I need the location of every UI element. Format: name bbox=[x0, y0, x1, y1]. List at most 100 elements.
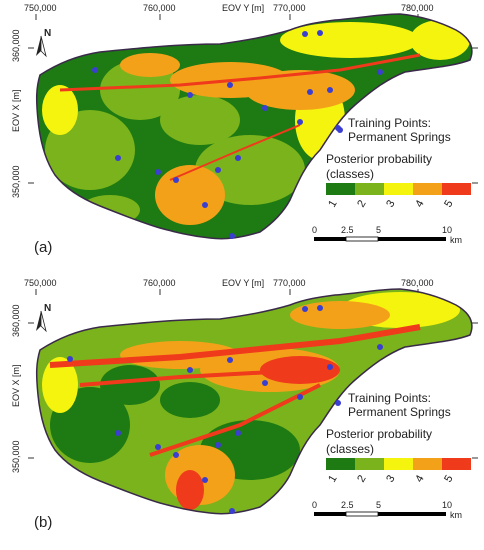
probability-map bbox=[35, 288, 473, 515]
spring-point bbox=[227, 82, 233, 88]
scale-segment bbox=[378, 237, 446, 241]
scale-segment bbox=[314, 237, 346, 241]
legend-class-label: 3 bbox=[384, 473, 397, 484]
legend-posterior-subtitle: (classes) bbox=[326, 442, 374, 456]
spring-point bbox=[377, 344, 383, 350]
x-tick-label: 770,000 bbox=[273, 278, 306, 288]
legend-swatch-class-2 bbox=[355, 458, 384, 470]
spring-point bbox=[377, 69, 383, 75]
y-tick-label: 360,000 bbox=[11, 29, 21, 62]
y-axis-left: 360,000 350,000 EOV X [m] bbox=[11, 304, 34, 473]
class-5-area bbox=[149, 383, 321, 457]
legend-training-points: Training Points: bbox=[348, 391, 431, 405]
spring-point bbox=[262, 105, 268, 111]
spring-point bbox=[317, 30, 323, 36]
y-axis-left: 360,000 350,000 EOV X [m] bbox=[11, 29, 34, 198]
class-3-area bbox=[42, 85, 78, 135]
spring-point bbox=[302, 306, 308, 312]
spring-point bbox=[173, 452, 179, 458]
spring-point bbox=[317, 305, 323, 311]
legend-swatches bbox=[326, 183, 471, 195]
spring-point bbox=[229, 508, 235, 514]
spring-point bbox=[187, 367, 193, 373]
legend-class-label: 1 bbox=[326, 473, 339, 484]
class-3-area bbox=[280, 22, 420, 58]
class-5-area bbox=[176, 470, 204, 510]
class-5-area bbox=[260, 356, 340, 384]
legend-class-label: 5 bbox=[442, 473, 455, 484]
class-3-area bbox=[42, 357, 78, 413]
class-4-area bbox=[290, 301, 390, 329]
scale-tick-label: 10 bbox=[442, 500, 452, 510]
scale-tick-label: 2.5 bbox=[341, 225, 354, 235]
class-5-area bbox=[79, 369, 291, 387]
scale-tick-label: 5 bbox=[376, 500, 381, 510]
spring-point bbox=[262, 380, 268, 386]
legend-class-labels: 1 2 3 4 5 bbox=[326, 473, 455, 484]
scale-tick-label: 5 bbox=[376, 225, 381, 235]
spring-point bbox=[155, 444, 161, 450]
spring-point bbox=[229, 233, 235, 239]
scale-tick-label: 0 bbox=[312, 500, 317, 510]
legend-class-label: 3 bbox=[384, 198, 397, 209]
north-arrow-icon: N bbox=[36, 28, 51, 58]
class-5-area bbox=[59, 53, 421, 92]
scale-unit: km bbox=[450, 235, 462, 245]
legend-spring-marker bbox=[335, 125, 341, 131]
x-tick-label: 770,000 bbox=[273, 3, 306, 13]
y-tick-label: 350,000 bbox=[11, 440, 21, 473]
scale-segment bbox=[314, 512, 346, 516]
study-area-boundary bbox=[35, 288, 473, 515]
class-4-area bbox=[155, 165, 225, 225]
x-tick-label: 780,000 bbox=[401, 3, 434, 13]
y-axis-title: EOV X [m] bbox=[11, 364, 21, 407]
spring-point bbox=[155, 169, 161, 175]
map-panel-a-svg: 750,000 760,000 770,000 780,000 EOV Y [m… bbox=[11, 3, 478, 256]
class-2-area bbox=[160, 95, 240, 145]
spring-point bbox=[202, 202, 208, 208]
panel-label: (b) bbox=[34, 514, 52, 531]
legend-swatch-class-5 bbox=[442, 458, 471, 470]
legend-permanent-springs: Permanent Springs bbox=[348, 405, 451, 419]
x-tick-label: 760,000 bbox=[143, 3, 176, 13]
spring-point bbox=[235, 430, 241, 436]
class-5-area bbox=[169, 124, 301, 181]
north-label: N bbox=[44, 303, 51, 314]
scale-bar: 0 2.5 5 10 km bbox=[312, 500, 462, 520]
legend-swatches bbox=[326, 458, 471, 470]
legend-class-label: 2 bbox=[355, 473, 368, 484]
scale-tick-label: 10 bbox=[442, 225, 452, 235]
legend: Training Points: Permanent Springs Poste… bbox=[326, 391, 471, 485]
legend-swatch-class-4 bbox=[413, 183, 442, 195]
x-tick-label: 750,000 bbox=[24, 3, 57, 13]
legend-spring-marker bbox=[335, 400, 341, 406]
y-tick-label: 360,000 bbox=[11, 304, 21, 337]
spring-point bbox=[297, 394, 303, 400]
legend: Training Points: Permanent Springs Poste… bbox=[326, 116, 471, 210]
legend-swatch-class-4 bbox=[413, 458, 442, 470]
legend-swatch-class-1 bbox=[326, 458, 355, 470]
legend-posterior-subtitle: (classes) bbox=[326, 167, 374, 181]
legend-class-label: 2 bbox=[355, 198, 368, 209]
legend-posterior-title: Posterior probability bbox=[326, 152, 432, 166]
spring-point bbox=[187, 92, 193, 98]
x-tick-label: 780,000 bbox=[401, 278, 434, 288]
y-axis-title: EOV X [m] bbox=[11, 89, 21, 132]
scale-segment bbox=[345, 511, 379, 517]
class-4-area bbox=[245, 70, 355, 110]
class-4-area bbox=[120, 53, 180, 77]
spring-point bbox=[115, 155, 121, 161]
spring-points bbox=[67, 305, 383, 514]
legend-class-label: 5 bbox=[442, 198, 455, 209]
spring-point bbox=[302, 31, 308, 37]
x-axis-title: EOV Y [m] bbox=[222, 3, 264, 13]
study-area-boundary bbox=[35, 13, 473, 240]
x-axis-top: 750,000 760,000 770,000 780,000 EOV Y [m… bbox=[24, 3, 434, 20]
spring-point bbox=[173, 177, 179, 183]
spring-point bbox=[235, 155, 241, 161]
class-5-area bbox=[49, 324, 421, 368]
panel-label: (a) bbox=[34, 239, 52, 256]
legend-swatch-class-3 bbox=[384, 458, 413, 470]
legend-class-label: 4 bbox=[413, 198, 426, 209]
legend-swatch-class-5 bbox=[442, 183, 471, 195]
